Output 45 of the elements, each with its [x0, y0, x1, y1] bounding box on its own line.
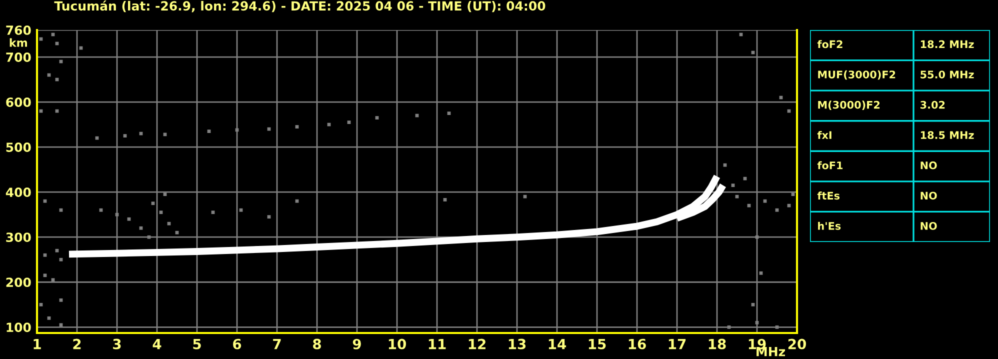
category-label: h'Es [818, 222, 841, 230]
text: NO [920, 222, 937, 230]
x-tick-label: 10 [388, 338, 406, 350]
x-tick-label: 11 [428, 338, 446, 350]
x-tick-label: 12 [468, 338, 486, 350]
category-label: foF1 [817, 161, 843, 170]
category-label: foF2 [817, 40, 842, 48]
y-tick-label: 200 [6, 278, 31, 288]
x-tick-label: 4 [152, 338, 162, 350]
text: 18.2 MHz [920, 40, 974, 48]
y-tick-label: 500 [6, 142, 31, 152]
text: NO [920, 192, 937, 200]
category-label: M(3000)F2 [818, 100, 880, 110]
x-tick-label: 20 [788, 338, 806, 350]
x-tick-label: 17 [668, 338, 686, 350]
x-tick-label: 16 [628, 338, 646, 350]
x-tick-label: 9 [352, 338, 361, 350]
category-label: fxI [817, 130, 832, 139]
text: NO [920, 161, 937, 170]
x-tick-label: 7 [273, 338, 281, 350]
category-label: MUF(3000)F2 [818, 70, 896, 80]
x-tick-label: 6 [233, 338, 242, 350]
y-tick-label: 700 [6, 52, 31, 62]
x-tick-label: 3 [113, 338, 121, 350]
y-axis-title: km [10, 38, 27, 47]
y-tick-label: 300 [6, 232, 31, 242]
x-tick-label: 18 [708, 338, 726, 350]
y-tick-label: 400 [6, 188, 31, 198]
x-tick-label: 15 [588, 338, 606, 350]
y-tick-label: 760 [6, 25, 31, 35]
x-tick-label: 1 [34, 338, 41, 350]
x-tick-label: 5 [193, 338, 201, 350]
x-tick-label: 8 [313, 338, 321, 350]
x-tick-label: 13 [508, 338, 526, 350]
x-tick-label: 2 [73, 338, 81, 350]
chart-title: Tucumán (lat: -26.9, lon: 294.6) - DATE: 2025 04 06 - TIME (UT): 04:00 [54, 0, 546, 12]
x-axis-title: MHz [756, 347, 785, 356]
y-tick-label: 600 [6, 98, 31, 107]
text: 55.0 MHz [920, 70, 974, 78]
text: 3.02 [920, 100, 945, 109]
x-tick-label: 19 [748, 338, 766, 350]
y-tick-label: 100 [6, 322, 31, 332]
x-tick-label: 14 [548, 338, 566, 350]
text: 18.5 MHz [920, 131, 974, 140]
category-label: ftEs [817, 192, 840, 200]
